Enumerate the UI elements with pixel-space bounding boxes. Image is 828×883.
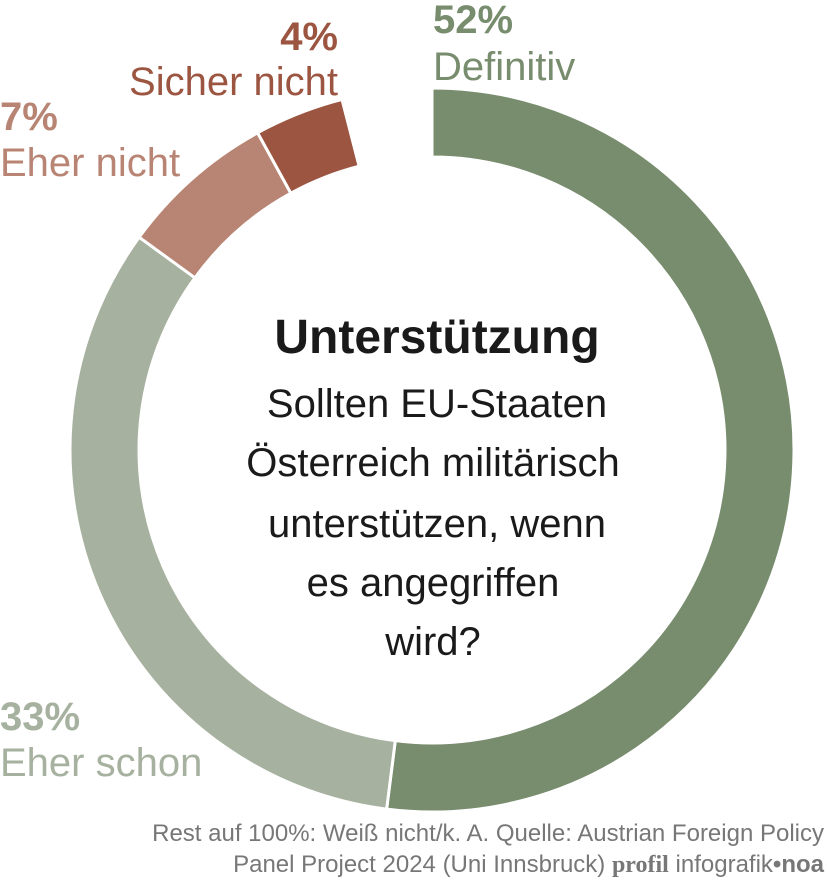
question-line-4: es angegriffen bbox=[307, 561, 560, 605]
brand-logo: profil bbox=[611, 852, 669, 878]
slice-sicher-nicht bbox=[255, 97, 361, 196]
question-line-1: Sollten EU-Staaten bbox=[267, 382, 607, 426]
credit-author: noa bbox=[781, 851, 824, 878]
question-line-3: unterstützen, wenn bbox=[268, 502, 606, 546]
value-label-eher-nicht: 7% bbox=[0, 95, 58, 139]
source-line-2: Panel Project 2024 (Uni Innsbruck) profi… bbox=[152, 849, 824, 881]
label-eher-schon: Eher schon bbox=[0, 741, 202, 785]
chart-title: Unterstützung bbox=[274, 311, 599, 364]
label-definitiv: Definitiv bbox=[433, 45, 575, 89]
label-sicher-nicht: Sicher nicht bbox=[129, 60, 338, 104]
slice-eher-schon bbox=[68, 235, 397, 811]
source-line-2-text: Panel Project 2024 (Uni Innsbruck) bbox=[233, 851, 606, 878]
question-line-2: Österreich militärisch bbox=[246, 441, 619, 485]
donut-chart: 52% Definitiv 4% Sicher nicht 7% Eher ni… bbox=[0, 0, 796, 814]
credit-separator: • bbox=[772, 851, 782, 878]
credit: infografik bbox=[675, 851, 773, 878]
value-label-eher-schon: 33% bbox=[0, 695, 80, 739]
value-label-sicher-nicht: 4% bbox=[280, 15, 338, 59]
slice-definitiv bbox=[384, 86, 796, 814]
value-label-definitiv: 52% bbox=[433, 0, 513, 42]
donut-slices bbox=[68, 86, 796, 814]
source-note: Rest auf 100%: Weiß nicht/k. A. Quelle: … bbox=[152, 818, 824, 881]
question-line-5: wird? bbox=[384, 620, 481, 664]
source-line-1: Rest auf 100%: Weiß nicht/k. A. Quelle: … bbox=[152, 820, 824, 847]
label-eher-nicht: Eher nicht bbox=[0, 141, 180, 185]
